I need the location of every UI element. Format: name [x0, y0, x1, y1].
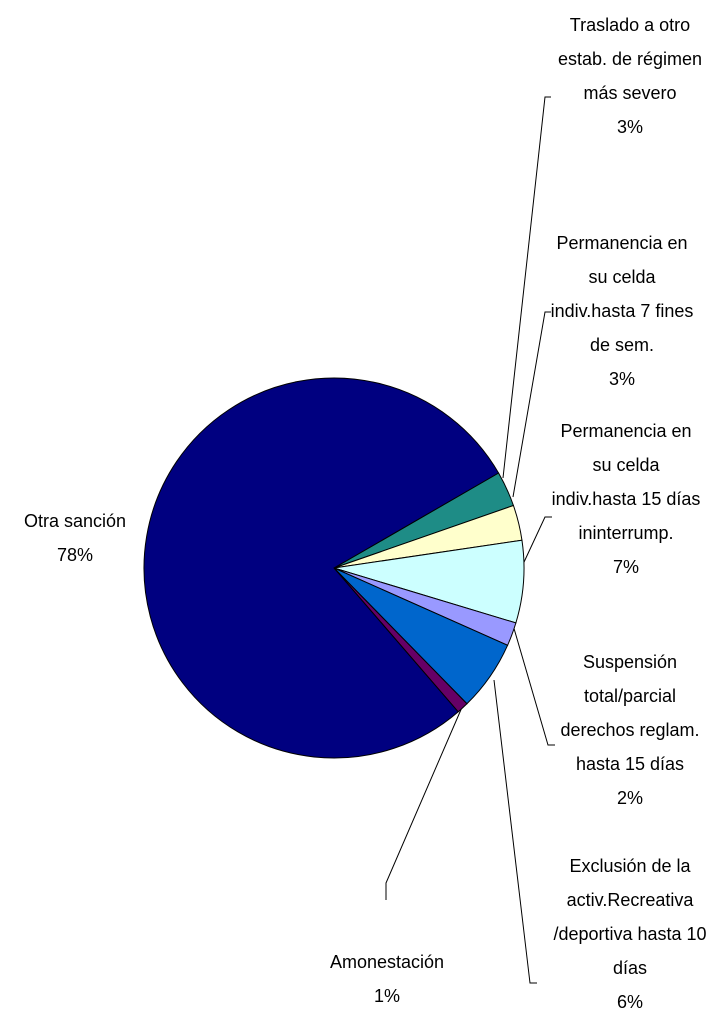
label-value: 2%: [616, 788, 643, 808]
label-value: 3%: [616, 117, 643, 137]
slice-label: Suspensión total/parcial derechos reglam…: [555, 645, 705, 815]
label-name: Suspensión total/parcial derechos reglam…: [560, 652, 700, 774]
label-value: 6%: [616, 992, 643, 1012]
slice-label: Otra sanción 78%: [0, 504, 150, 572]
slice-label: Traslado a otro estab. de régimen más se…: [555, 8, 705, 144]
leader-line: [385, 697, 467, 900]
slice-label: Permanencia en su celda indiv.hasta 7 fi…: [547, 226, 697, 396]
slice-label: Amonestación 1%: [307, 945, 467, 1013]
leader-line: [517, 516, 552, 576]
leader-line: [502, 96, 551, 479]
label-value: 78%: [56, 545, 94, 565]
label-name: Otra sanción: [23, 511, 127, 531]
leader-line: [512, 624, 555, 746]
label-name: Traslado a otro estab. de régimen más se…: [557, 15, 703, 103]
pie: [143, 377, 525, 759]
leader-lines: [385, 96, 555, 984]
label-name: Exclusión de la activ.Recreativa /deport…: [553, 856, 707, 978]
slice-label: Permanencia en su celda indiv.hasta 15 d…: [551, 414, 701, 584]
leader-line: [493, 679, 537, 984]
label-value: 7%: [612, 557, 639, 577]
label-name: Permanencia en su celda indiv.hasta 15 d…: [551, 421, 701, 543]
label-value: 1%: [373, 986, 400, 1006]
label-name: Amonestación: [329, 952, 445, 972]
leader-line: [512, 311, 551, 498]
pie-slice: [143, 377, 500, 759]
label-name: Permanencia en su celda indiv.hasta 7 fi…: [550, 233, 694, 355]
label-value: 3%: [608, 369, 635, 389]
slice-label: Exclusión de la activ.Recreativa /deport…: [550, 849, 710, 1019]
